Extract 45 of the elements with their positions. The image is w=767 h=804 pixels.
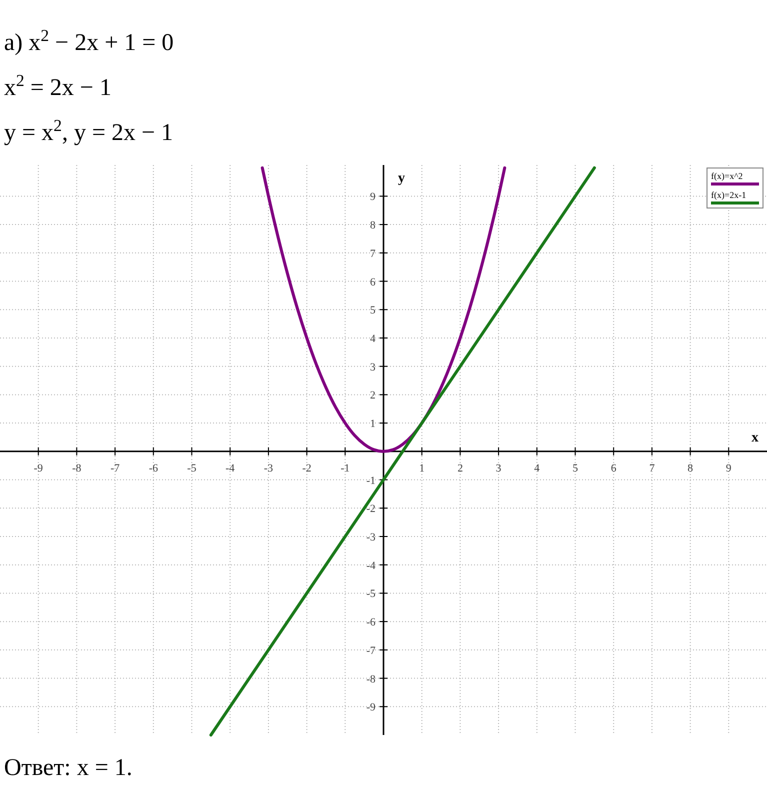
x-tick-label: 3 [496, 462, 502, 474]
text: x$^{2}$ = 2x − 1 [4, 70, 112, 101]
y-tick-label: 9 [370, 191, 376, 204]
x-tick-label: 4 [534, 462, 540, 474]
y-tick-label: -2 [366, 503, 376, 516]
y-tick-label: -6 [366, 616, 376, 629]
x-tick-label: 9 [726, 462, 732, 474]
y-tick-label: 1 [370, 418, 376, 430]
y-axis-title: y [398, 171, 405, 186]
line-series [260, 166, 506, 453]
y-tick-label: -3 [366, 531, 376, 544]
y-tick-label: -5 [366, 588, 376, 600]
y-tick-label: -4 [366, 560, 376, 572]
x-tick-label: 1 [419, 462, 425, 474]
x-axis-title: x [752, 430, 758, 446]
x-tick-label: -7 [110, 462, 120, 474]
x-tick-label: -1 [340, 462, 350, 474]
y-tick-label: 3 [370, 361, 376, 374]
text: а) x$^{2}$ − 2x + 1 = 0 [4, 26, 174, 56]
x-tick-label: -6 [148, 462, 158, 474]
text: Ответ: x = 1. [4, 755, 132, 781]
text: y = x$^{2}$, y = 2x − 1 [4, 116, 174, 146]
text: f(x)=x^2 [711, 171, 743, 181]
x-tick-label: 5 [572, 462, 578, 474]
x-tick-label: -2 [302, 462, 312, 474]
y-tick-label: 4 [370, 332, 376, 345]
y-tick-label: -9 [366, 702, 376, 714]
y-tick-label: 8 [370, 220, 376, 232]
y-tick-label: 5 [370, 304, 376, 317]
y-tick-label: 6 [370, 276, 376, 288]
x-tick-label: -3 [264, 462, 274, 474]
x-tick-label: 6 [610, 462, 617, 474]
y-tick-label: -1 [366, 474, 376, 487]
y-tick-label: 2 [370, 390, 376, 402]
y-tick-label: -8 [366, 673, 376, 686]
y-tick-label: -7 [366, 644, 376, 657]
text: f(x)=2x-1 [711, 190, 746, 200]
x-tick-label: 7 [649, 462, 656, 474]
x-tick-label: -4 [226, 462, 236, 474]
x-tick-label: 8 [688, 462, 694, 474]
x-tick-label: -9 [34, 462, 44, 474]
x-tick-label: 2 [457, 462, 463, 474]
x-tick-label: -5 [187, 462, 197, 474]
y-tick-label: 7 [370, 248, 376, 260]
x-tick-label: -8 [72, 462, 82, 474]
